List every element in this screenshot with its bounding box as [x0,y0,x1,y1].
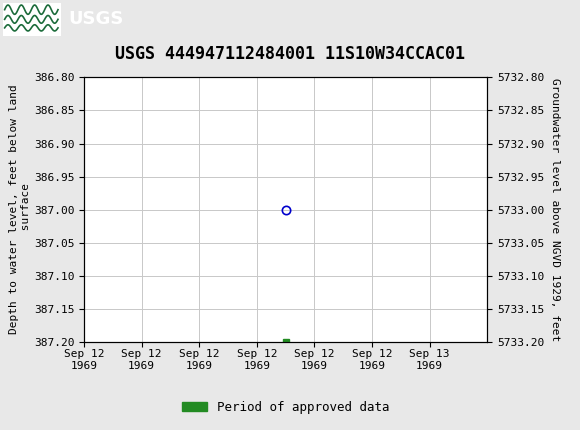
Legend: Period of approved data: Period of approved data [177,396,394,419]
Y-axis label: Groundwater level above NGVD 1929, feet: Groundwater level above NGVD 1929, feet [550,78,560,341]
Text: USGS: USGS [68,10,124,28]
Bar [3,3,61,36]
Text: USGS 444947112484001 11S10W34CCAC01: USGS 444947112484001 11S10W34CCAC01 [115,45,465,63]
Y-axis label: Depth to water level, feet below land
 surface: Depth to water level, feet below land su… [9,85,31,335]
